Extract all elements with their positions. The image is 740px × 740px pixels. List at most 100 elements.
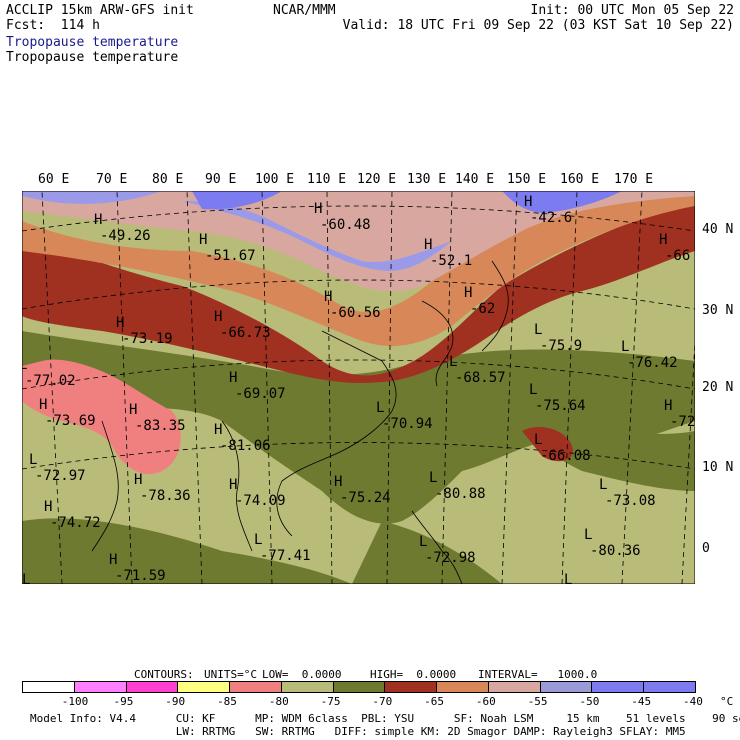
color-bar-label: °C (720, 695, 734, 708)
high-marker: H (229, 370, 237, 386)
high-marker: H (199, 232, 207, 248)
temperature-annotation: -73.69 (45, 413, 96, 429)
field-title-1: Tropopause temperature (6, 35, 179, 50)
temperature-annotation: -60.48 (320, 217, 371, 233)
band-minus60 (22, 191, 695, 346)
temperature-annotation: -51.67 (205, 248, 256, 264)
color-bar-label: -85 (217, 695, 237, 708)
field-title-2: Tropopause temperature (6, 50, 179, 65)
band-minus40 (502, 191, 622, 213)
low-marker: L (419, 534, 427, 550)
units-label: UNITS=°C (204, 668, 257, 681)
high-marker: H (659, 232, 667, 248)
color-bar-label: -40 (683, 695, 703, 708)
low-marker: L (22, 357, 27, 373)
low-marker: L (449, 354, 457, 370)
color-bar-segment (125, 681, 179, 693)
longitude-label: 160 E (560, 172, 600, 187)
center-name: NCAR/MMM (273, 3, 336, 18)
color-bar-label: -90 (165, 695, 186, 708)
temperature-annotation: -80.36 (590, 543, 641, 559)
valid-time: Valid: 18 UTC Fri 09 Sep 22 (03 KST Sat … (342, 18, 734, 33)
high-marker: H (39, 397, 47, 413)
temperature-annotation: -68.57 (455, 370, 506, 386)
color-bar-label: -60 (475, 695, 496, 708)
color-bar-label: -95 (113, 695, 134, 708)
color-bar-segment (332, 681, 386, 693)
longitude-label: 130 E (407, 172, 447, 187)
low-label: LOW= 0.0000 (262, 668, 342, 681)
temperature-annotation: -77.41 (260, 548, 311, 564)
color-bar-segment (436, 681, 489, 693)
color-bar-segment (22, 681, 75, 693)
color-bar-segment (591, 681, 645, 693)
high-marker: H (524, 194, 532, 210)
temperature-annotation: -75.64 (535, 398, 586, 414)
temperature-annotation: -74.09 (235, 493, 286, 509)
high-marker: H (464, 285, 472, 301)
temperature-annotation: -42.6 (530, 210, 572, 226)
band-minus65 (22, 201, 695, 383)
low-marker: L (376, 400, 384, 416)
longitude-label: 170 E (614, 172, 654, 187)
high-marker: H (424, 237, 432, 253)
latitude-label: 20 N (702, 380, 734, 395)
low-marker: L (584, 527, 592, 543)
model-info-line2: LW: RRTMG SW: RRTMG DIFF: simple KM: 2D … (30, 725, 686, 738)
low-marker: L (529, 382, 537, 398)
color-bar-segment (73, 681, 127, 693)
high-marker: H (44, 499, 52, 515)
band-minus70 (22, 331, 695, 524)
color-bar-label: -55 (527, 695, 548, 708)
low-marker: L (254, 532, 262, 548)
temperature-annotation: -60.56 (330, 305, 381, 321)
temperature-annotation: -75.24 (340, 490, 391, 506)
longitude-label: 110 E (307, 172, 347, 187)
temperature-annotation: -73.08 (605, 493, 656, 509)
high-marker: H (324, 289, 332, 305)
temperature-annotation: -80.88 (435, 486, 486, 502)
temperature-annotation: -70.94 (382, 416, 433, 432)
temperature-annotation: -72.97 (35, 468, 86, 484)
temperature-annotation: -49.26 (100, 228, 151, 244)
model-info-line1: Model Info: V4.4 CU: KF MP: WDM 6class P… (30, 712, 740, 725)
low-marker: L (429, 470, 437, 486)
color-bar-segment (229, 681, 282, 693)
temperature-annotation: -75.9 (540, 338, 582, 354)
longitude-label: 140 E (455, 172, 495, 187)
latitude-label: 10 N (702, 460, 734, 475)
longitude-label: 70 E (96, 172, 128, 187)
longitude-label: 60 E (38, 172, 70, 187)
color-bar-label: -80 (268, 695, 289, 708)
init-time: Init: 00 UTC Mon 05 Sep 22 (530, 3, 735, 18)
high-marker: H (314, 201, 322, 217)
high-marker: H (664, 398, 672, 414)
high-marker: H (129, 402, 137, 418)
high-marker: H (109, 552, 117, 568)
high-marker: H (214, 309, 222, 325)
temperature-annotation: -52.1 (430, 253, 472, 269)
low-marker: L (564, 572, 572, 584)
temperature-annotation: -77.02 (25, 373, 76, 389)
run-title: ACCLIP 15km ARW-GFS init (6, 3, 194, 18)
temperature-annotation: -71.59 (115, 568, 166, 584)
high-label: HIGH= 0.0000 (370, 668, 457, 681)
temperature-annotation: -66 (665, 248, 690, 264)
temperature-annotation: -81.06 (220, 438, 271, 454)
band-minus80 (22, 359, 181, 475)
temperature-annotation: -66.08 (540, 448, 591, 464)
color-bar-label: -70 (372, 695, 393, 708)
high-marker: H (116, 315, 124, 331)
color-bar-segment (643, 681, 696, 693)
color-bar-label: -100 (61, 695, 89, 708)
forecast-hour: Fcst: 114 h (6, 18, 100, 33)
latitude-label: 40 N (702, 222, 734, 237)
temperature-annotation: -73.19 (122, 331, 173, 347)
temperature-annotation: -66.73 (220, 325, 271, 341)
latitude-label: 30 N (702, 303, 734, 318)
temperature-annotation: -69.07 (235, 386, 286, 402)
longitude-label: 150 E (507, 172, 547, 187)
low-marker: L (29, 452, 37, 468)
high-marker: H (94, 212, 102, 228)
temperature-annotation: -72 (670, 414, 695, 430)
